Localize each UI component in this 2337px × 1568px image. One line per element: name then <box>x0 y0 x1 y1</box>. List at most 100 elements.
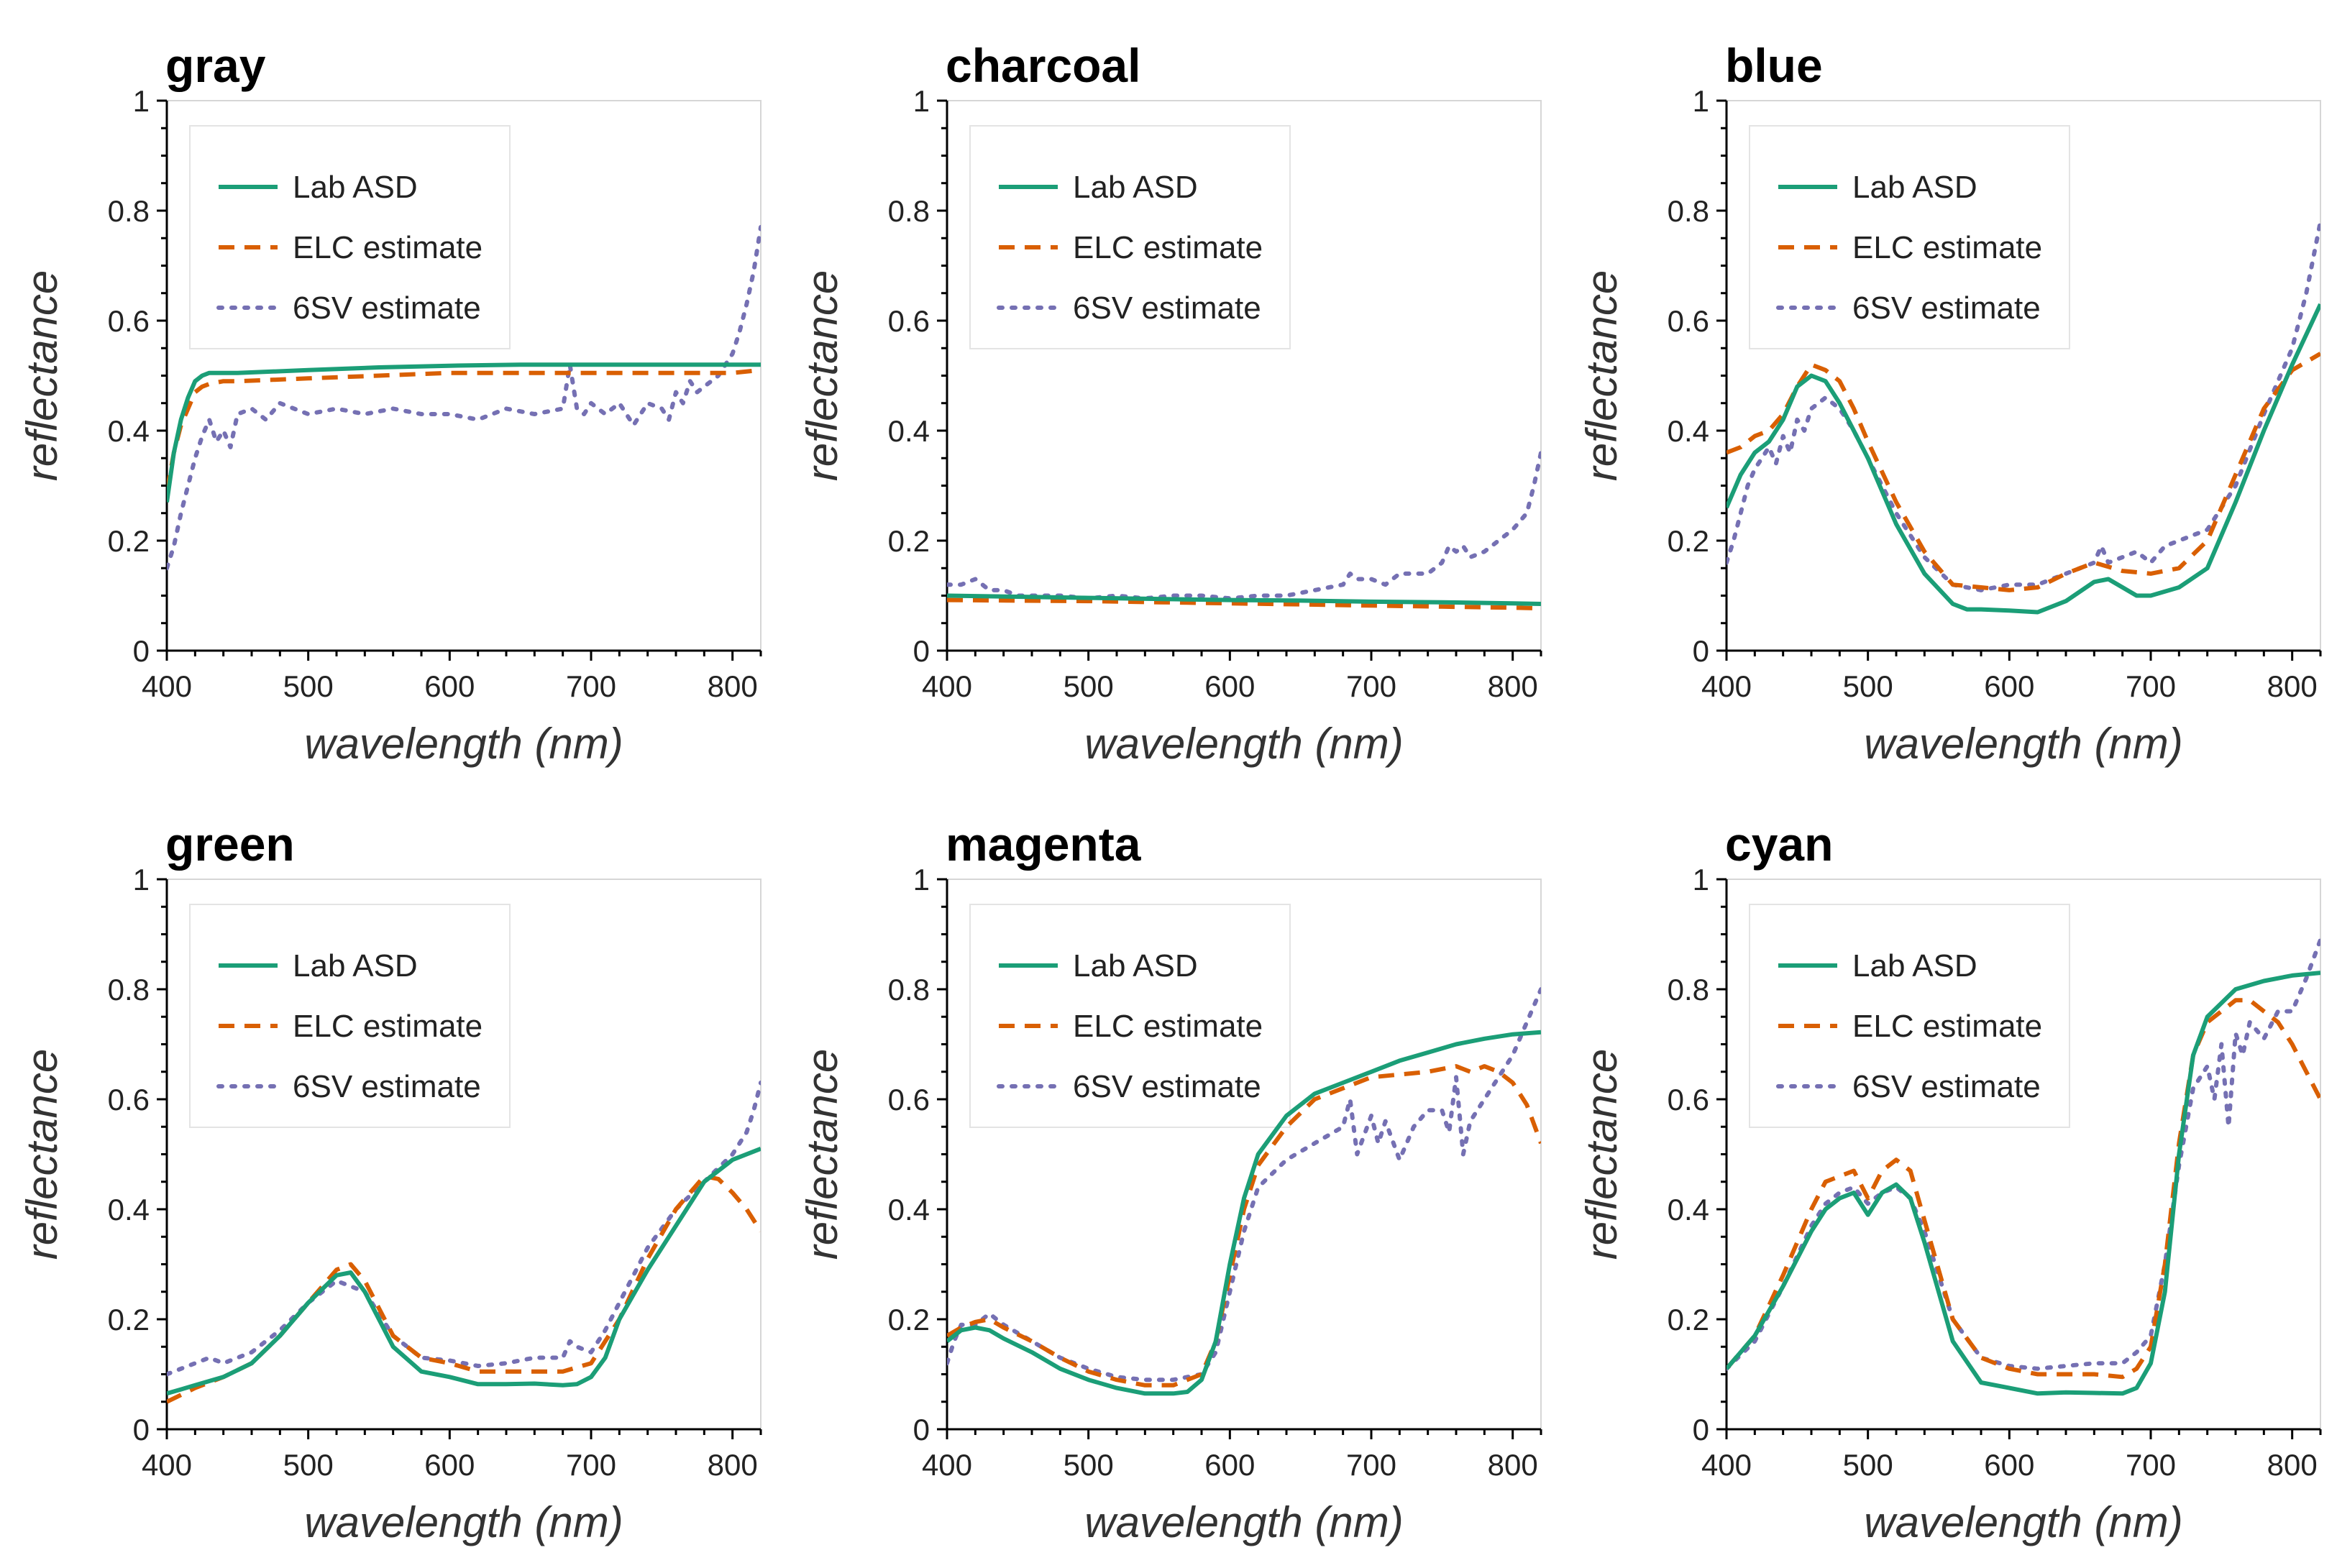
legend-box <box>189 904 511 1128</box>
y-tick-label: 0.4 <box>888 414 930 448</box>
panel-gray: gray 0 0.2 0.4 0.6 0.8 1 400 500 600 700 800 wavelen… <box>18 39 762 768</box>
y-tick-label: 0.6 <box>1668 304 1709 338</box>
y-tick-label: 0.4 <box>1668 414 1709 448</box>
x-tick-label: 800 <box>708 669 758 703</box>
y-tick-label: 0.6 <box>888 304 930 338</box>
y-tick-label: 1 <box>1693 84 1709 118</box>
legend-label-6sv-estimate: 6SV estimate <box>1852 1069 2041 1104</box>
legend-label-lab-asd: Lab ASD <box>293 948 418 984</box>
y-tick-label: 0 <box>1693 1413 1709 1446</box>
x-tick-label: 800 <box>1488 669 1538 703</box>
panel-title: cyan <box>1725 817 1833 871</box>
legend-label-lab-asd: Lab ASD <box>293 170 418 205</box>
y-tick-label: 0.6 <box>888 1083 930 1117</box>
legend-label-lab-asd: Lab ASD <box>1073 170 1198 205</box>
series-line-elc-estimate <box>1727 352 2320 592</box>
y-tick-label: 0.6 <box>1668 1083 1709 1117</box>
x-tick-label: 600 <box>1204 1448 1255 1482</box>
series-line-elc-estimate <box>167 367 761 492</box>
x-axis-label: wavelength (nm) <box>304 720 623 768</box>
legend-label-elc-estimate: ELC estimate <box>1852 230 2042 265</box>
series-line-lab-asd <box>167 362 761 503</box>
x-tick-label: 600 <box>424 669 475 703</box>
x-tick-label: 500 <box>1843 1448 1893 1482</box>
y-tick-label: 1 <box>133 84 150 118</box>
y-tick-label: 0.6 <box>108 304 150 338</box>
x-axis-label: wavelength (nm) <box>1864 720 2183 768</box>
x-tick-label: 400 <box>922 669 972 703</box>
series-line-elc-estimate <box>167 1174 761 1404</box>
y-tick-label: 0.4 <box>888 1193 930 1227</box>
series-line-6sv-estimate <box>947 450 1541 601</box>
y-tick-label: 0.4 <box>108 414 150 448</box>
legend-label-6sv-estimate: 6SV estimate <box>1073 1069 1261 1104</box>
x-tick-label: 800 <box>2267 1448 2318 1482</box>
legend-label-elc-estimate: ELC estimate <box>293 1009 483 1044</box>
x-tick-label: 800 <box>2267 669 2318 703</box>
x-tick-label: 700 <box>2126 669 2176 703</box>
x-tick-label: 600 <box>1204 669 1255 703</box>
x-tick-label: 500 <box>1064 669 1114 703</box>
y-tick-label: 0.8 <box>888 194 930 228</box>
series-line-6sv-estimate <box>167 224 761 571</box>
legend-box <box>1749 904 2070 1128</box>
x-tick-label: 800 <box>708 1448 758 1482</box>
y-axis-label: reflectance <box>1578 1049 1626 1260</box>
x-tick-label: 500 <box>1064 1448 1114 1482</box>
x-tick-label: 500 <box>283 1448 334 1482</box>
legend-label-6sv-estimate: 6SV estimate <box>293 1069 481 1104</box>
x-tick-label: 600 <box>424 1448 475 1482</box>
panel-magenta: magenta 0 0.2 0.4 0.6 0.8 1 400 500 600 700 800 wave… <box>798 817 1542 1546</box>
y-tick-label: 0.8 <box>108 194 150 228</box>
x-axis-label: wavelength (nm) <box>1084 720 1404 768</box>
panel-charcoal: charcoal 0 0.2 0.4 0.6 0.8 1 400 500 600 700 800 wav… <box>798 39 1542 768</box>
panel-title: gray <box>165 39 266 92</box>
y-tick-label: 0.8 <box>1668 973 1709 1007</box>
legend-box <box>189 125 511 349</box>
panel-title: blue <box>1725 39 1823 92</box>
x-tick-label: 500 <box>1843 669 1893 703</box>
x-tick-label: 700 <box>566 669 616 703</box>
legend-label-lab-asd: Lab ASD <box>1852 948 1977 984</box>
legend-label-6sv-estimate: 6SV estimate <box>293 290 481 326</box>
x-tick-label: 700 <box>1346 669 1396 703</box>
x-tick-label: 600 <box>1984 669 2034 703</box>
x-tick-label: 700 <box>1346 1448 1396 1482</box>
y-axis-label: reflectance <box>1578 270 1626 482</box>
x-axis-label: wavelength (nm) <box>304 1498 623 1546</box>
y-tick-label: 0.4 <box>108 1193 150 1227</box>
panel-title: charcoal <box>946 39 1140 92</box>
series-line-elc-estimate <box>947 597 1541 611</box>
y-tick-label: 0.4 <box>1668 1193 1709 1227</box>
y-tick-label: 0.2 <box>1668 1303 1709 1337</box>
y-tick-label: 0 <box>1693 634 1709 668</box>
y-tick-label: 1 <box>133 863 150 897</box>
x-tick-label: 400 <box>922 1448 972 1482</box>
x-tick-label: 800 <box>1488 1448 1538 1482</box>
series-line-elc-estimate <box>947 1064 1541 1388</box>
series-line-lab-asd <box>947 593 1541 606</box>
y-tick-label: 0.2 <box>108 1303 150 1337</box>
y-axis-label: reflectance <box>798 1049 846 1260</box>
legend-box <box>1749 125 2070 349</box>
series-line-lab-asd <box>947 1030 1541 1396</box>
y-tick-label: 0 <box>133 634 150 668</box>
y-tick-label: 1 <box>913 84 930 118</box>
y-tick-label: 1 <box>1693 863 1709 897</box>
legend-label-lab-asd: Lab ASD <box>1852 170 1977 205</box>
series-line-lab-asd <box>167 1147 761 1396</box>
panel-title: magenta <box>946 817 1142 871</box>
y-tick-label: 0 <box>913 1413 930 1446</box>
y-tick-label: 0.8 <box>1668 194 1709 228</box>
series-line-lab-asd <box>1727 303 2320 615</box>
series-line-lab-asd <box>1727 971 2320 1396</box>
x-tick-label: 400 <box>1701 669 1752 703</box>
x-tick-label: 500 <box>283 669 334 703</box>
y-axis-label: reflectance <box>798 270 846 482</box>
x-tick-label: 600 <box>1984 1448 2034 1482</box>
x-tick-label: 400 <box>142 669 192 703</box>
y-tick-label: 0.2 <box>888 524 930 558</box>
legend-label-elc-estimate: ELC estimate <box>1073 230 1263 265</box>
panel-cyan: cyan 0 0.2 0.4 0.6 0.8 1 400 500 600 700 800 wavelen… <box>1578 817 2322 1546</box>
